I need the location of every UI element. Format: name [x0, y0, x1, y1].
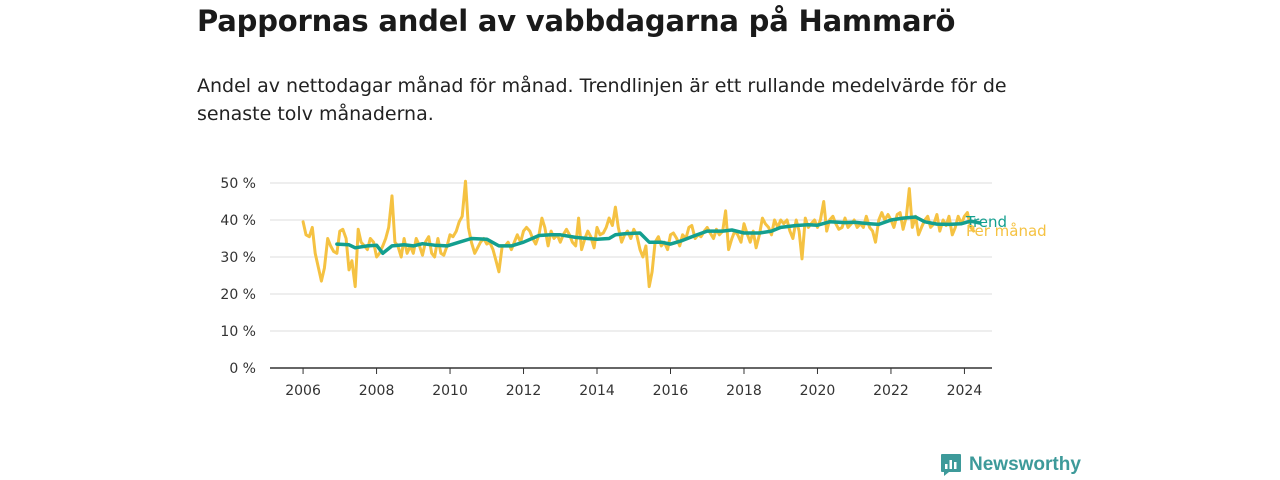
- grid: [270, 182, 992, 332]
- series-line-trend: [335, 215, 982, 256]
- y-tick-label: 10 %: [220, 324, 256, 340]
- x-tick-label: 2010: [432, 383, 468, 399]
- x-tick-label: 2022: [873, 383, 909, 399]
- x-tick-label: 2016: [653, 383, 689, 399]
- series-label-trend: Trend: [965, 213, 1007, 231]
- x-tick-label: 2020: [800, 383, 836, 399]
- y-tick-label: 30 %: [220, 250, 256, 266]
- y-tick-label: 50 %: [220, 176, 256, 192]
- x-tick-label: 2006: [285, 383, 321, 399]
- newsworthy-logo-icon: [941, 454, 961, 476]
- chart-subtitle: Andel av nettodagar månad för månad. Tre…: [197, 75, 1007, 125]
- x-tick-label: 2024: [947, 383, 983, 399]
- x-tick-label: 2014: [579, 383, 615, 399]
- series-lines: [301, 179, 982, 289]
- x-tick-label: 2008: [359, 383, 395, 399]
- y-tick-label: 0 %: [229, 361, 256, 377]
- axes: 0 % 10 % 20 % 30 % 40 % 50 % 2006 2008 2010 2012 2…: [220, 176, 992, 399]
- x-tick-label: 2018: [726, 383, 762, 399]
- brand-name: Newsworthy: [969, 454, 1081, 475]
- y-tick-label: 20 %: [220, 287, 256, 303]
- x-tick-label: 2012: [506, 383, 542, 399]
- series-label-per-manad: Per månad: [966, 222, 1047, 240]
- y-tick-label: 40 %: [220, 213, 256, 229]
- chart-title: Pappornas andel av vabbdagarna på Hammar…: [197, 4, 956, 38]
- brand-logo: Newsworthy: [940, 452, 1081, 478]
